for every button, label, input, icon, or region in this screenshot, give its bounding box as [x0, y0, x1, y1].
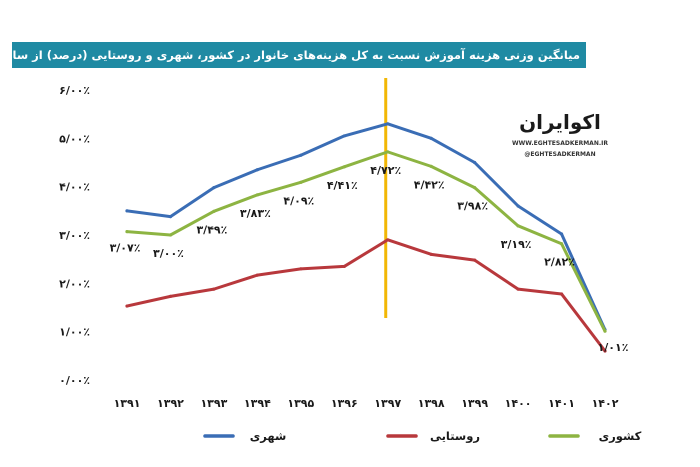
x-tick-label: ۱۳۹۷ — [374, 397, 401, 410]
data-point — [386, 150, 390, 154]
data-point — [212, 287, 216, 291]
x-tick-label: ۱۴۰۱ — [548, 397, 575, 410]
watermark-url: WWW.EGHTESADKERMAN.IR — [512, 140, 608, 147]
data-point — [516, 204, 520, 208]
data-point — [386, 238, 390, 242]
watermark-logo: اکوایران WWW.EGHTESADKERMAN.IR @EGHTESAD… — [503, 108, 617, 166]
legend-label: روستایی — [430, 429, 480, 444]
chart-title: میانگین وزنی هزینه آموزش نسبت به کل هزین… — [12, 42, 586, 68]
data-label: ۴/۴۱٪ — [327, 179, 358, 192]
data-point — [255, 273, 259, 277]
data-point — [255, 168, 259, 172]
data-point — [473, 160, 477, 165]
data-label: ۴/۰۹٪ — [283, 194, 314, 207]
data-point — [342, 264, 346, 269]
legend-label: شهری — [250, 429, 287, 443]
data-point — [212, 209, 216, 213]
x-tick-label: ۱۳۹۶ — [331, 397, 358, 410]
watermark-handle: @EGHTESADKERMAN — [524, 151, 596, 158]
x-tick-label: ۱۳۹۳ — [200, 397, 227, 410]
data-point — [255, 193, 259, 197]
data-point — [168, 233, 173, 237]
data-point — [429, 252, 433, 256]
y-tick-label: ۵/۰۰٪ — [59, 132, 90, 145]
data-label: ۴/۴۲٪ — [414, 178, 445, 191]
data-point — [429, 164, 433, 168]
data-point — [299, 153, 303, 157]
data-point — [212, 186, 216, 190]
data-label: ۳/۰۷٪ — [110, 242, 141, 255]
x-tick-label: ۱۳۹۲ — [157, 397, 184, 410]
x-tick-label: ۱۳۹۱ — [114, 397, 141, 410]
legend-label: کشوری — [599, 429, 642, 444]
y-tick-label: ۶/۰۰٪ — [59, 84, 90, 97]
x-tick-label: ۱۳۹۵ — [287, 397, 314, 410]
y-tick-label: ۳/۰۰٪ — [59, 229, 90, 242]
y-tick-label: ۲/۰۰٪ — [59, 277, 90, 290]
data-label: ۳/۰۰٪ — [153, 247, 184, 260]
data-point — [473, 258, 477, 262]
data-label: ۳/۸۳٪ — [240, 207, 271, 220]
data-point — [342, 134, 346, 138]
data-point — [559, 232, 564, 236]
data-point — [559, 242, 564, 246]
data-point — [603, 349, 607, 353]
data-label: ۴/۷۲٪ — [370, 164, 401, 177]
data-point — [603, 329, 607, 333]
y-tick-label: ۱/۰۰٪ — [59, 326, 90, 339]
data-point — [168, 215, 173, 219]
data-point — [516, 224, 520, 228]
data-label: ۳/۴۹٪ — [196, 223, 227, 236]
data-point — [342, 165, 346, 169]
y-tick-label: ۰/۰۰٪ — [59, 374, 90, 387]
series-line-1 — [125, 238, 607, 353]
data-point — [429, 136, 433, 140]
data-point — [125, 209, 129, 213]
data-point — [516, 287, 520, 291]
data-point — [299, 180, 303, 184]
data-point — [559, 292, 564, 296]
watermark-brand: اکوایران — [519, 110, 601, 134]
data-point — [168, 294, 173, 298]
data-point — [125, 304, 129, 308]
data-label: ۳/۱۹٪ — [501, 238, 532, 251]
x-tick-label: ۱۴۰۰ — [505, 397, 532, 410]
data-point — [299, 267, 303, 271]
data-point — [473, 186, 477, 190]
x-tick-label: ۱۴۰۲ — [592, 397, 619, 410]
data-point — [386, 122, 390, 126]
x-tick-label: ۱۳۹۹ — [461, 397, 488, 410]
data-label: ۳/۹۸٪ — [457, 200, 488, 213]
x-tick-label: ۱۳۹۸ — [418, 397, 445, 410]
series-line-0 — [125, 122, 607, 332]
data-point — [125, 230, 129, 234]
data-label: ۲/۸۲٪ — [544, 256, 575, 269]
x-tick-label: ۱۳۹۴ — [244, 397, 271, 410]
data-label: ۱/۰۱٪ — [598, 341, 629, 354]
series-line-2 — [125, 150, 607, 333]
y-tick-label: ۴/۰۰٪ — [59, 181, 90, 194]
